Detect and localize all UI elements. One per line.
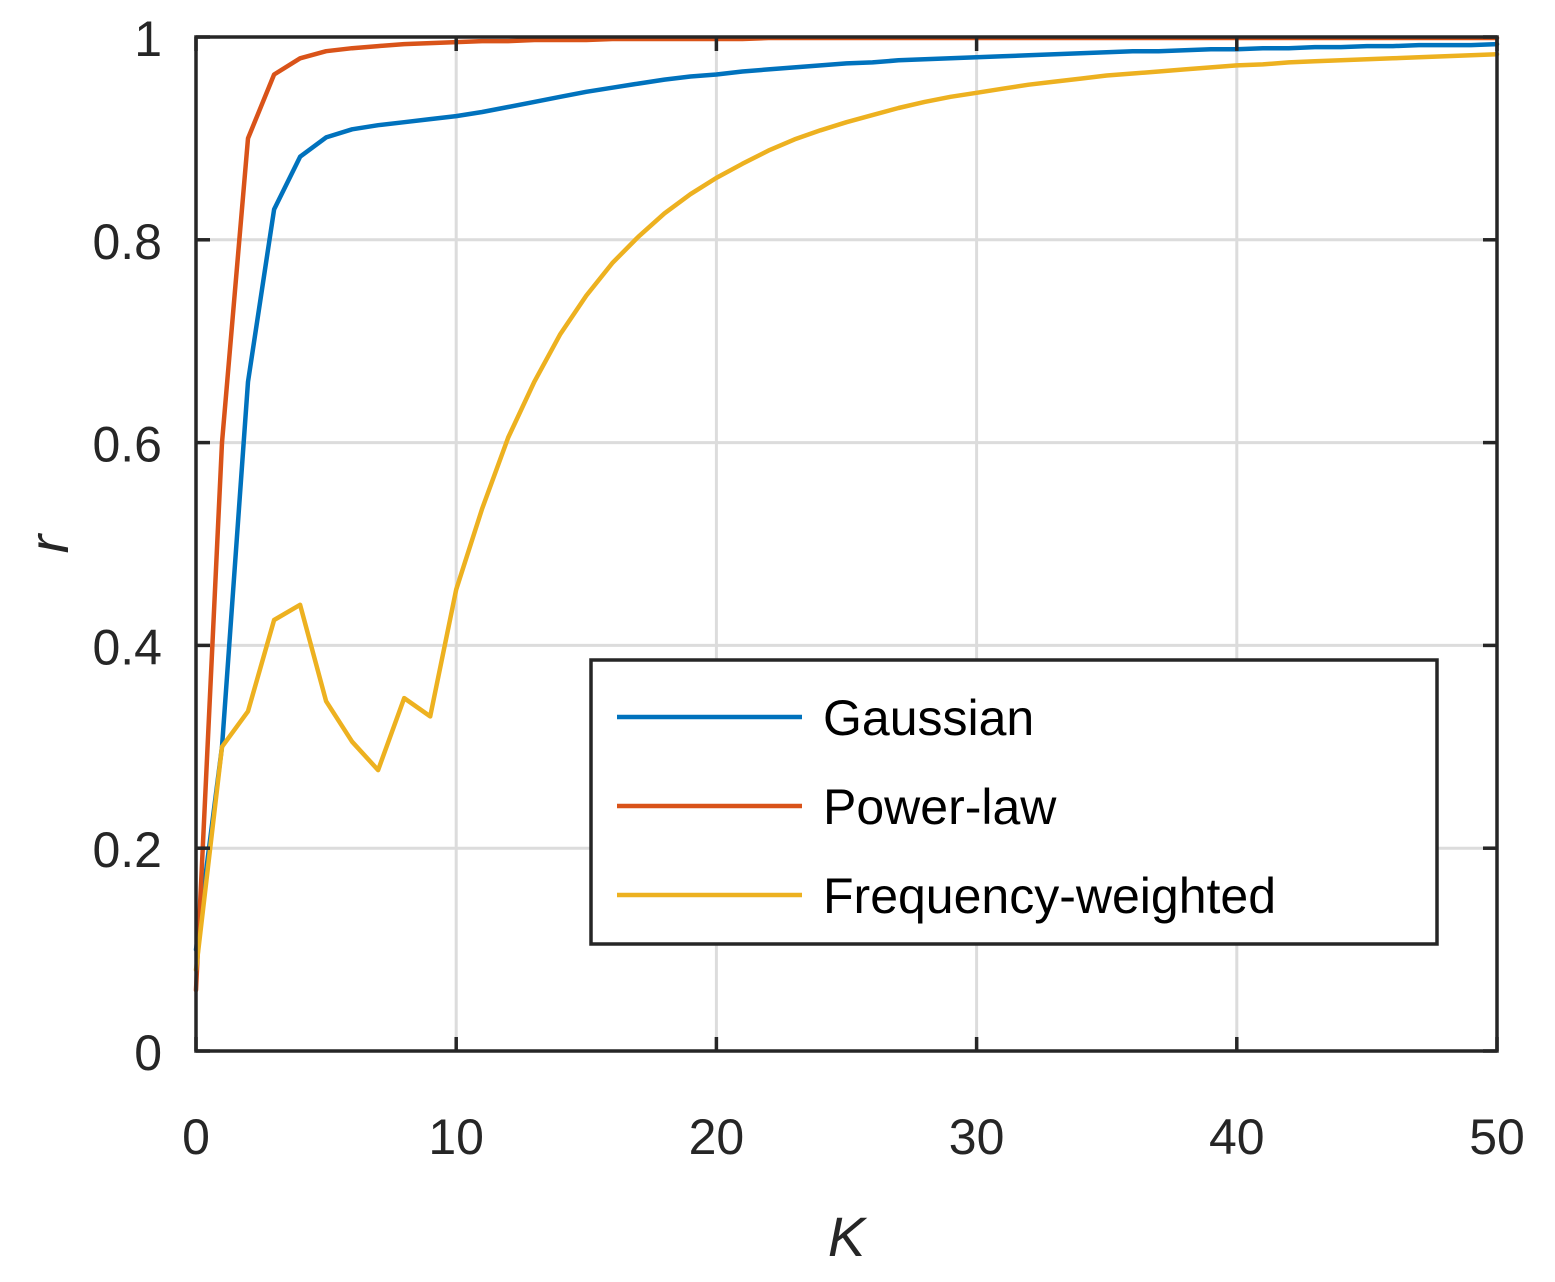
x-tick-label: 10	[428, 1109, 484, 1165]
series-line-gaussian	[193, 41, 1500, 952]
x-axis-title: K	[828, 1205, 868, 1268]
legend-items: Gaussian Power-law Frequency-weighted	[617, 690, 1276, 924]
x-tick-label: 50	[1469, 1109, 1525, 1165]
y-tick-label: 0.8	[92, 214, 162, 270]
y-tick-label: 0.4	[92, 619, 162, 675]
x-tick-label: 30	[949, 1109, 1005, 1165]
axes-frame	[194, 35, 1499, 1053]
legend-label-gaussian: Gaussian	[823, 690, 1034, 746]
axis-ticks	[194, 35, 1499, 1053]
legend-label-power-law: Power-law	[823, 779, 1057, 835]
x-tick-label: 40	[1209, 1109, 1265, 1165]
legend: Gaussian Power-law Frequency-weighted	[589, 658, 1439, 946]
y-tick-label: 0.6	[92, 417, 162, 473]
axis-tick-labels: 0 10 20 30 40 50 0 0.2 0.4 0.6 0.8 1	[92, 11, 1524, 1165]
y-axis-title: r	[17, 532, 80, 553]
x-tick-label: 20	[689, 1109, 745, 1165]
legend-label-frequency-weighted: Frequency-weighted	[823, 868, 1276, 924]
y-tick-label: 0.2	[92, 822, 162, 878]
y-tick-label: 1	[134, 11, 162, 67]
x-tick-label: 0	[182, 1109, 210, 1165]
series-line-frequency-weighted	[193, 51, 1500, 973]
y-tick-label: 0	[134, 1025, 162, 1081]
